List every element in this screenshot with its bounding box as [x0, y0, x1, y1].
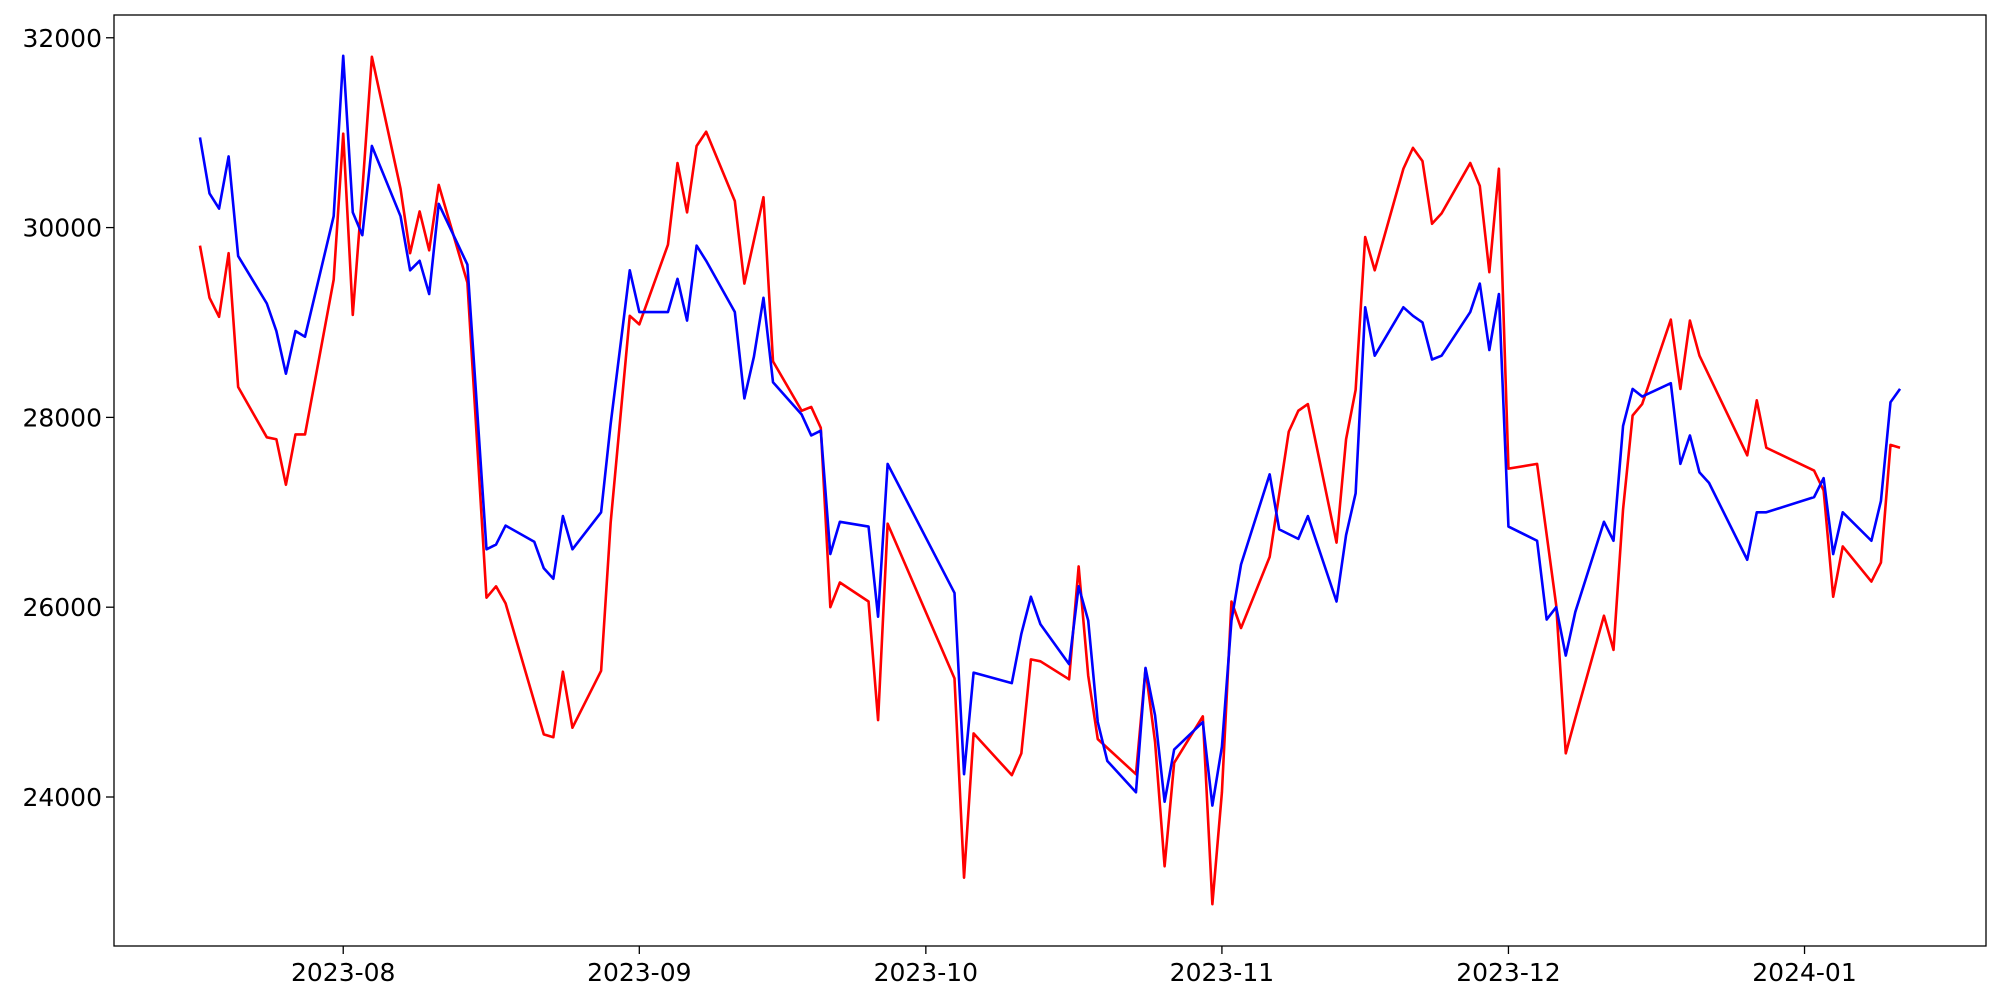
x-tick-label: 2023-08	[291, 958, 395, 987]
series-line	[198, 55, 1901, 906]
x-tick-label: 2023-11	[1170, 958, 1274, 987]
y-tick-label: 32000	[22, 24, 102, 53]
y-tick-label: 28000	[22, 403, 102, 432]
x-tick-label: 2023-10	[874, 958, 978, 987]
y-tick-label: 30000	[22, 214, 102, 243]
x-tick-label: 2023-09	[587, 958, 691, 987]
y-tick-label: 26000	[22, 593, 102, 622]
y-tick-label: 24000	[22, 783, 102, 812]
plot-frame	[113, 14, 1987, 947]
series-line	[198, 54, 1902, 807]
x-tick-label: 2023-12	[1456, 958, 1560, 987]
x-tick-label: 2024-01	[1752, 958, 1856, 987]
